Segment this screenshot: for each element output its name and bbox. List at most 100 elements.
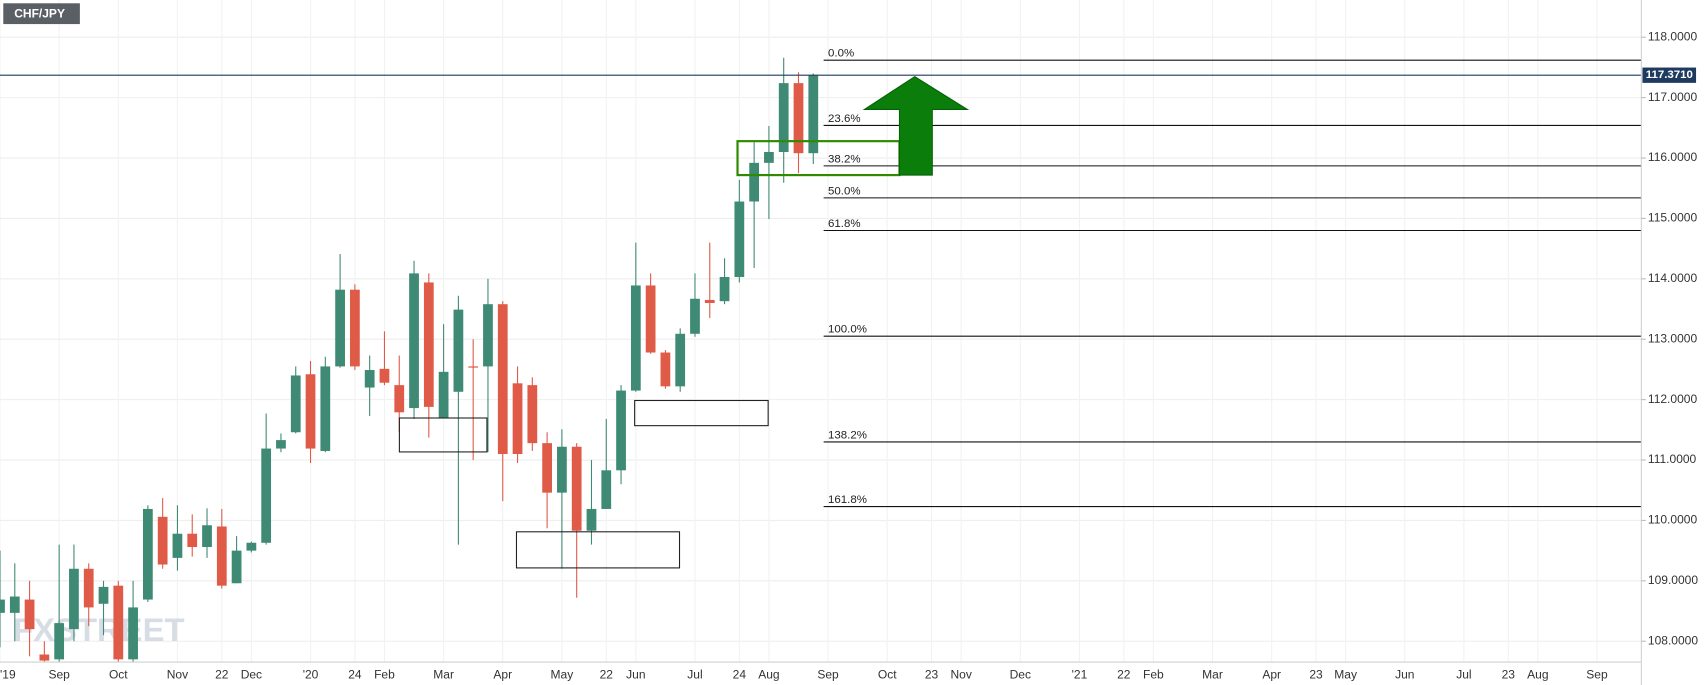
candle-body [453,309,464,392]
candle-body [601,470,612,509]
candle-body [216,526,227,586]
y-tick-label: 115.0000 [1648,211,1698,225]
candle-body [630,285,641,391]
candle-body [704,299,715,303]
candle-body [645,285,656,353]
candle-body [527,385,538,444]
candle-body [793,83,804,154]
x-tick-label: 22 [600,667,614,681]
x-tick-label: 24 [348,667,362,681]
x-tick-label: Mar [433,667,454,681]
fib-label: 50.0% [828,185,861,197]
candle-body [24,599,35,630]
x-tick-label: Sep [48,667,70,681]
candle-body [423,282,434,407]
x-tick-label: May [1334,667,1357,681]
candle-body [675,333,686,387]
annotations [398,75,970,569]
x-tick-label: 23 [1502,667,1516,681]
fib-label: 100.0% [828,324,867,336]
candle-body [571,446,582,531]
x-tick-label: Aug [758,667,779,681]
candle-body [586,508,597,531]
candle-body [276,440,286,449]
x-tick-label: Nov [167,667,188,681]
last-price-box [1642,67,1697,83]
x-tick-label: 22 [215,667,229,681]
candle-body [246,542,257,551]
candle-body [83,568,94,608]
x-tick-label: Mar [1202,667,1223,681]
candle-body [261,448,272,543]
x-tick-label: Dec [1010,667,1031,681]
x-tick-label: May [551,667,574,681]
candle-body [764,151,774,163]
x-tick-label: Oct [109,667,128,681]
candle-body [497,304,508,454]
candle-body [0,599,5,613]
candle-body [483,304,493,367]
candle-body [394,385,405,413]
y-tick-label: 111.0000 [1648,452,1697,466]
candle-body [379,368,390,383]
candle-body [734,201,745,278]
candle-body [202,525,212,548]
candle-body [350,289,360,367]
candle-body [54,623,65,660]
x-tick-label: Aug [1527,667,1548,681]
candle-body [98,586,109,604]
fib-label: 0.0% [828,48,854,60]
candle-body [512,383,523,454]
x-tick-label: 22 [1117,667,1131,681]
watermark: FXSTREET [13,611,184,648]
x-tick-label: Feb [1143,667,1164,681]
x-tick-label: 23 [1309,667,1323,681]
x-tick-label: Sep [1586,667,1608,681]
candle-body [128,607,138,660]
candle-body [69,568,79,630]
y-tick-label: 117.0000 [1648,90,1698,104]
candle-body [690,298,700,334]
x-tick-label: '19 [0,667,16,681]
candle-body [660,352,671,387]
y-tick-label: 116.0000 [1648,150,1698,164]
chart-title: CHF/JPY [14,6,65,20]
candle-body [231,550,242,584]
y-tick-label: 108.0000 [1648,633,1698,647]
y-tick-label: 118.0000 [1648,29,1698,43]
x-tick-label: Jun [1395,667,1414,681]
x-tick-label: Feb [374,667,395,681]
x-tick-label: Nov [950,667,971,681]
candle-body [39,654,50,661]
y-tick-label: 114.0000 [1648,271,1698,285]
x-tick-label: 23 [925,667,939,681]
x-tick-label: Dec [241,667,262,681]
y-tick-label: 113.0000 [1648,331,1698,345]
candle-body [320,366,331,451]
up-arrow [862,75,970,176]
x-tick-label: 24 [733,667,747,681]
candle-body [616,390,626,471]
candle-body [113,585,124,660]
candle-body [305,374,316,449]
candle-body [749,162,760,202]
last-price-label: 117.3710 [1646,69,1693,81]
candle-body [808,75,819,154]
fib-label: 61.8% [828,218,861,230]
candle-body [142,508,153,600]
x-tick-label: '20 [303,667,319,681]
candle-body [187,533,198,548]
fib-label: 23.6% [828,113,861,125]
candle-body [542,443,552,493]
x-tick-label: Jun [626,667,645,681]
x-tick-label: Apr [1262,667,1281,681]
fib-label: 38.2% [828,153,861,165]
candle-body [468,366,479,368]
candle-body [290,375,301,433]
candle-body [9,596,20,613]
title-box [3,3,80,25]
x-tick-label: Oct [878,667,897,681]
